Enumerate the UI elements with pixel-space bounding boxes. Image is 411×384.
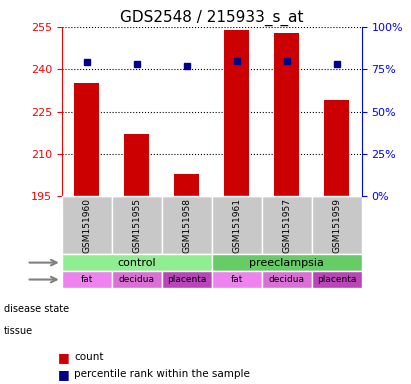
Text: GSM151957: GSM151957 [282, 198, 291, 253]
Text: GSM151959: GSM151959 [332, 198, 341, 253]
Bar [174, 174, 199, 196]
Text: ■: ■ [58, 368, 69, 381]
Text: placenta: placenta [317, 275, 356, 284]
Text: preeclampsia: preeclampsia [249, 258, 324, 268]
Text: control: control [118, 258, 156, 268]
Text: placenta: placenta [167, 275, 206, 284]
Text: tissue: tissue [4, 326, 33, 336]
FancyBboxPatch shape [112, 271, 162, 288]
Text: ■: ■ [58, 351, 69, 364]
FancyBboxPatch shape [212, 271, 262, 288]
FancyBboxPatch shape [212, 254, 362, 271]
Text: GSM151958: GSM151958 [182, 198, 191, 253]
Title: GDS2548 / 215933_s_at: GDS2548 / 215933_s_at [120, 9, 303, 25]
Text: disease state: disease state [4, 304, 69, 314]
Text: count: count [74, 352, 104, 362]
FancyBboxPatch shape [312, 196, 362, 254]
Text: percentile rank within the sample: percentile rank within the sample [74, 369, 250, 379]
FancyBboxPatch shape [62, 196, 112, 254]
Text: fat: fat [231, 275, 243, 284]
Text: decidua: decidua [269, 275, 305, 284]
Bar [324, 100, 349, 196]
FancyBboxPatch shape [262, 271, 312, 288]
FancyBboxPatch shape [312, 271, 362, 288]
FancyBboxPatch shape [62, 254, 212, 271]
Text: decidua: decidua [119, 275, 155, 284]
FancyBboxPatch shape [62, 271, 112, 288]
Bar [224, 30, 249, 196]
Text: GSM151960: GSM151960 [82, 198, 91, 253]
Text: GSM151955: GSM151955 [132, 198, 141, 253]
FancyBboxPatch shape [212, 196, 262, 254]
FancyBboxPatch shape [262, 196, 312, 254]
FancyBboxPatch shape [162, 271, 212, 288]
FancyBboxPatch shape [162, 196, 212, 254]
Text: fat: fat [81, 275, 93, 284]
Bar [274, 33, 299, 196]
Bar [74, 83, 99, 196]
Bar [124, 134, 149, 196]
FancyBboxPatch shape [112, 196, 162, 254]
Text: GSM151961: GSM151961 [232, 198, 241, 253]
